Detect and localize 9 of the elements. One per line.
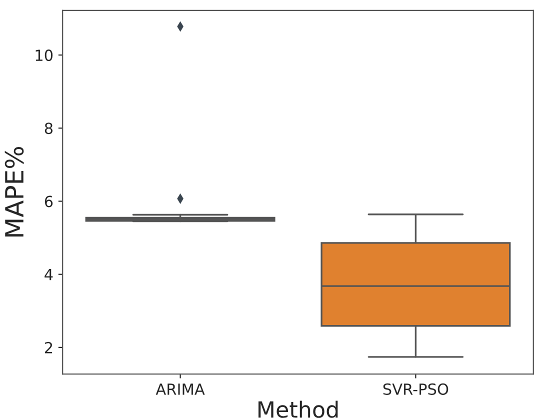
y-tick-label: 4 <box>44 269 53 280</box>
y-tick-label: 10 <box>36 50 53 62</box>
x-tick-label: ARIMA <box>156 384 205 395</box>
y-tick-label: 8 <box>44 122 53 134</box>
x-tick-label: SVR-PSO <box>383 383 448 395</box>
x-axis-title: Method <box>258 400 338 418</box>
y-axis-title: MAPE% <box>4 147 24 236</box>
y-tick-label: 2 <box>44 342 52 354</box>
y-tick-label: 6 <box>44 196 53 208</box>
